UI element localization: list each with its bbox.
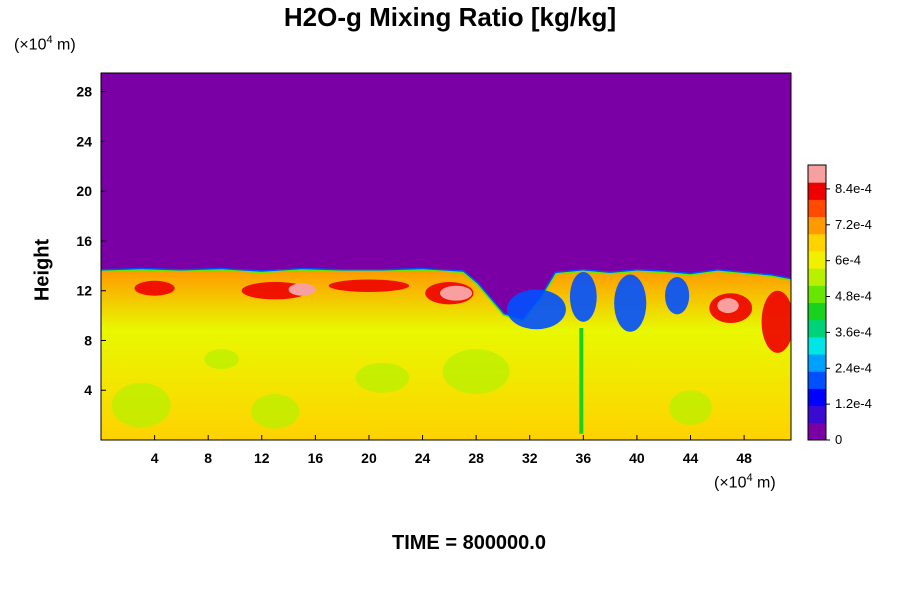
eddy-6: [204, 349, 239, 370]
colorbar-tick-label-2: 2.4e-4: [835, 360, 872, 375]
x-tick-label-6: 28: [468, 450, 484, 466]
colorbar-swatch-11: [808, 233, 826, 252]
wet-rim-6: [761, 290, 791, 353]
colorbar-swatch-14: [808, 182, 826, 200]
colorbar-tick-label-5: 6e-4: [835, 253, 861, 268]
colorbar-swatch-7: [808, 302, 826, 321]
x-tick-label-3: 16: [308, 450, 324, 466]
y-tick-label-2: 12: [76, 283, 92, 299]
plot-frame: [100, 72, 792, 441]
colorbar-swatch-13: [808, 199, 826, 218]
y-axis-unit: (×104 m): [14, 34, 76, 54]
x-tick-label-4: 20: [361, 450, 377, 466]
colorbar-swatch-6: [808, 319, 826, 338]
colorbar-tick-label-7: 8.4e-4: [835, 181, 872, 196]
colorbar-frame: [807, 164, 827, 441]
x-tick-label-10: 44: [683, 450, 699, 466]
time-label: TIME = 800000.0: [392, 532, 546, 554]
colorbar-swatch-15: [808, 165, 826, 183]
x-tick-label-0: 4: [151, 450, 159, 466]
y-tick-label-1: 8: [84, 332, 92, 348]
colorbar-swatch-10: [808, 250, 826, 269]
eddy-1: [111, 382, 171, 428]
x-tick-label-9: 40: [629, 450, 645, 466]
x-tick-label-5: 24: [415, 450, 431, 466]
x-tick-label-2: 12: [254, 450, 270, 466]
eddy-2: [251, 393, 300, 429]
x-tick-label-8: 36: [576, 450, 592, 466]
colorbar-tick-label-0: 0: [835, 432, 842, 447]
colorbar-swatch-0: [808, 422, 826, 441]
x-axis-unit: (×104 m): [714, 472, 776, 492]
y-tick-label-0: 4: [84, 382, 92, 398]
eddy-4: [355, 362, 410, 393]
colorbar-tick-label-1: 1.2e-4: [835, 396, 872, 411]
colorbar-swatch-12: [808, 216, 826, 235]
colorbar-swatch-2: [808, 388, 826, 407]
x-tick-label-7: 32: [522, 450, 538, 466]
colorbar-swatch-9: [808, 268, 826, 286]
x-tick-label-11: 48: [736, 450, 752, 466]
colorbar-swatch-4: [808, 354, 826, 372]
colorbar-tick-label-6: 7.2e-4: [835, 217, 872, 232]
colorbar-swatch-3: [808, 371, 826, 389]
dry-plume-1: [506, 289, 566, 330]
wet-rim-1: [134, 280, 175, 296]
dry-plume-3: [614, 274, 647, 332]
chart-title: H2O-g Mixing Ratio [kg/kg]: [283, 2, 617, 32]
colorbar-swatch-5: [808, 336, 826, 355]
saturated-patch-3: [717, 298, 739, 314]
saturated-patch-1: [288, 283, 316, 296]
y-tick-label-5: 24: [76, 133, 92, 149]
y-tick-label-6: 28: [76, 84, 92, 100]
wet-rim-3: [328, 279, 410, 292]
colorbar-swatch-1: [808, 405, 826, 424]
moist-layer-group: [101, 265, 791, 440]
dry-stem: [579, 328, 584, 434]
saturated-patch-2: [439, 285, 473, 301]
colorbar-tick-label-3: 3.6e-4: [835, 324, 872, 339]
dry-plume-2: [569, 272, 597, 322]
eddy-5: [669, 390, 712, 426]
y-tick-label-3: 16: [76, 233, 92, 249]
colorbar-swatch-8: [808, 285, 826, 303]
x-tick-label-1: 8: [204, 450, 212, 466]
y-tick-label-4: 20: [76, 183, 92, 199]
colorbar-tick-label-4: 4.8e-4: [835, 289, 872, 304]
dry-plume-4: [665, 277, 690, 315]
eddy-3: [442, 349, 510, 394]
